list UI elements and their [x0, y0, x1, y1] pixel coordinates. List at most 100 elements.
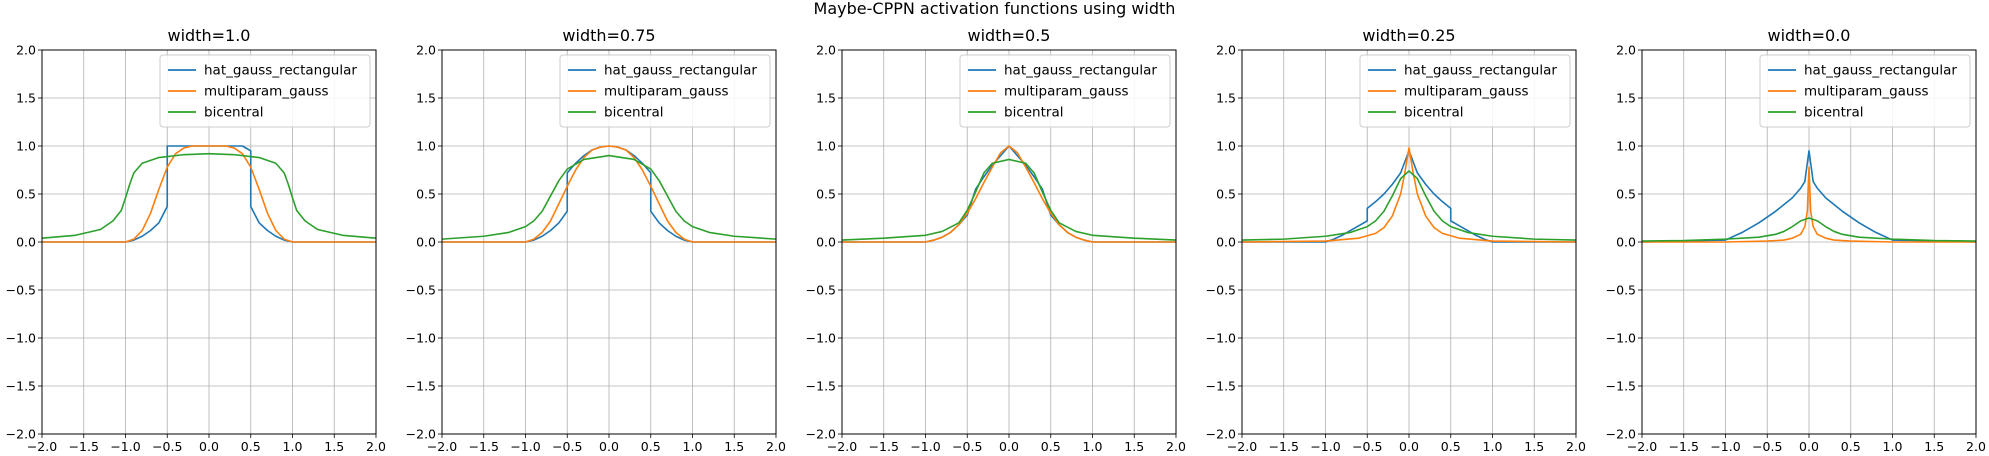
figure-suptitle: Maybe-CPPN activation functions using wi…: [814, 0, 1176, 18]
x-tick-label: −1.5: [1269, 439, 1299, 454]
chart-panel: −2.0 −1.5 −1.0 −0.5 0.0 0.5 1.0 1.5 2.0−2.0−1.5−…: [406, 26, 786, 454]
y-tick-label: 2.0: [1616, 43, 1636, 58]
y-tick-label: −1.5: [1206, 379, 1236, 394]
series-line-bicentral: [841, 158, 1177, 241]
x-tick-label: −1.0: [910, 439, 940, 454]
y-tick-label: 2.0: [1216, 43, 1236, 58]
x-tick-label: 1.0: [1083, 439, 1103, 454]
x-tick-label: −1.0: [1310, 439, 1340, 454]
y-tick-label: 1.5: [416, 91, 436, 106]
y-tick-label: 0.5: [1616, 187, 1636, 202]
y-tick-label: −1.5: [6, 379, 36, 394]
y-tick-label: −1.0: [1606, 331, 1636, 346]
legend-label: multiparam_gauss: [1804, 84, 1929, 100]
legend-label: multiparam_gauss: [204, 84, 329, 100]
y-tick-label: 0.5: [1216, 187, 1236, 202]
panel-title: width=0.0: [1768, 26, 1851, 45]
x-tick-label: 0.5: [1041, 439, 1061, 454]
series-line-multiparam-gauss: [42, 145, 376, 243]
x-tick-label: 2.0: [766, 439, 786, 454]
y-tick-label: 0.5: [816, 187, 836, 202]
y-tick-label: 1.5: [16, 91, 36, 106]
x-tick-label: −0.5: [1352, 439, 1382, 454]
y-tick-label: −1.0: [806, 331, 836, 346]
y-tick-label: −0.5: [1206, 283, 1236, 298]
y-tick-label: −0.5: [806, 283, 836, 298]
x-tick-label: −1.5: [469, 439, 499, 454]
legend: hat_gauss_rectangular multiparam_gaussbic…: [559, 54, 771, 128]
x-tick-label: −2.0: [1627, 439, 1657, 454]
legend-box: [159, 54, 371, 128]
legend-label: bicentral: [604, 105, 663, 121]
x-tick-label: 1.0: [1883, 439, 1903, 454]
legend-label: hat_gauss_rectangular: [204, 63, 357, 79]
x-tick-label: −2.0: [427, 439, 457, 454]
y-tick-label: 1.0: [416, 139, 436, 154]
legend-box: [1359, 54, 1571, 128]
legend: hat_gauss_rectangular multiparam_gaussbic…: [1759, 54, 1971, 128]
x-tick-label: 1.5: [324, 439, 344, 454]
chart-panel: −2.0 −1.5 −1.0 −0.5 0.0 0.5 1.0 1.5 2.0−2.0−1.5−…: [6, 26, 386, 454]
legend-label: multiparam_gauss: [1004, 84, 1129, 100]
x-tick-label: 1.5: [1124, 439, 1144, 454]
chart-panel: −2.0 −1.5 −1.0 −0.5 0.0 0.5 1.0 1.5 2.0−2.0−1.5−…: [1606, 26, 1986, 454]
x-tick-label: 0.0: [599, 439, 619, 454]
panel-title: width=0.5: [968, 26, 1051, 45]
x-tick-label: 2.0: [1566, 439, 1586, 454]
legend-box: [559, 54, 771, 128]
y-tick-label: −1.0: [6, 331, 36, 346]
x-tick-label: −1.0: [510, 439, 540, 454]
legend-box: [1759, 54, 1971, 128]
legend-label: bicentral: [1004, 105, 1063, 121]
series-line-bicentral: [41, 152, 377, 239]
y-tick-label: 0.0: [16, 235, 36, 250]
x-tick-label: 1.0: [283, 439, 303, 454]
x-tick-label: −1.5: [869, 439, 899, 454]
y-tick-label: 0.0: [416, 235, 436, 250]
y-tick-label: −2.0: [6, 427, 36, 442]
y-tick-label: 0.0: [1216, 235, 1236, 250]
legend-label: hat_gauss_rectangular: [604, 63, 757, 79]
y-tick-label: 1.5: [816, 91, 836, 106]
y-tick-label: −1.5: [1606, 379, 1636, 394]
legend-label: multiparam_gauss: [604, 84, 729, 100]
y-tick-label: 2.0: [416, 43, 436, 58]
x-tick-label: 0.5: [1841, 439, 1861, 454]
y-tick-label: −2.0: [1206, 427, 1236, 442]
x-tick-label: −1.5: [1669, 439, 1699, 454]
legend-label: hat_gauss_rectangular: [1004, 63, 1157, 79]
legend-label: hat_gauss_rectangular: [1804, 63, 1957, 79]
y-tick-label: 0.5: [16, 187, 36, 202]
x-tick-label: 1.0: [1483, 439, 1503, 454]
y-tick-label: −0.5: [1606, 283, 1636, 298]
series-line-multiparam-gauss: [1642, 166, 1976, 243]
x-tick-label: 2.0: [1166, 439, 1186, 454]
series-line-hat-gauss-rectangular: [1641, 150, 1977, 243]
series-line-multiparam-gauss: [842, 145, 1176, 243]
y-tick-label: 1.0: [1216, 139, 1236, 154]
y-tick-label: 1.0: [816, 139, 836, 154]
panels: −2.0 −1.5 −1.0 −0.5 0.0 0.5 1.0 1.5 2.0−2.0−1.5−…: [6, 26, 1986, 454]
y-tick-label: 0.0: [1616, 235, 1636, 250]
y-tick-label: 1.5: [1216, 91, 1236, 106]
y-tick-label: −1.5: [406, 379, 436, 394]
x-tick-label: 0.5: [1441, 439, 1461, 454]
legend-box: [959, 54, 1171, 128]
series-line-multiparam-gauss: [1241, 147, 1577, 243]
chart-panel: −2.0 −1.5 −1.0 −0.5 0.0 0.5 1.0 1.5 2.0−2.0−1.5−…: [1206, 26, 1586, 454]
x-tick-label: −1.0: [110, 439, 140, 454]
series-line-bicentral: [1241, 170, 1577, 241]
x-tick-label: −1.5: [69, 439, 99, 454]
panel-title: width=0.25: [1362, 26, 1455, 45]
x-tick-label: 0.0: [1799, 439, 1819, 454]
x-tick-label: −0.5: [1752, 439, 1782, 454]
x-tick-label: 0.5: [641, 439, 661, 454]
x-tick-label: 1.5: [1924, 439, 1944, 454]
y-tick-label: −1.0: [406, 331, 436, 346]
legend-label: bicentral: [1804, 105, 1863, 121]
x-tick-label: −0.5: [552, 439, 582, 454]
x-tick-label: 2.0: [366, 439, 386, 454]
x-tick-label: 1.5: [1524, 439, 1544, 454]
x-tick-label: 1.5: [724, 439, 744, 454]
